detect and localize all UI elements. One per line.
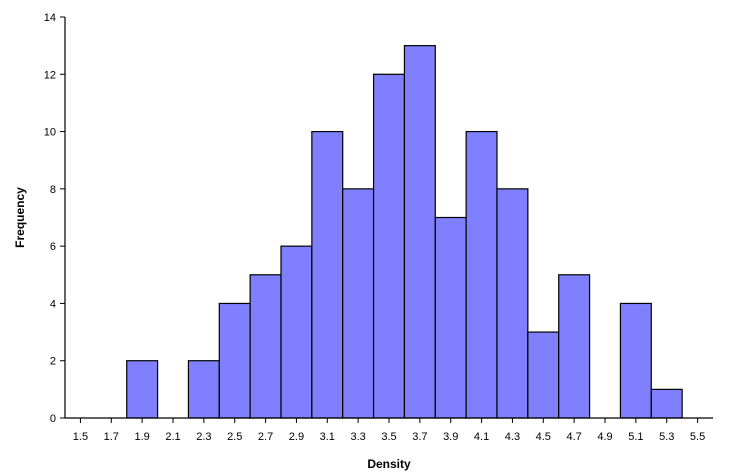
x-tick-label-10: 3.5 bbox=[381, 431, 396, 443]
y-tick-label-4: 8 bbox=[50, 184, 56, 196]
x-tick-label-4: 2.3 bbox=[196, 431, 211, 443]
y-tick-label-7: 14 bbox=[44, 12, 56, 24]
x-tick-label-11: 3.7 bbox=[412, 431, 427, 443]
histogram-bar-13 bbox=[558, 274, 591, 419]
x-tick-label-20: 5.5 bbox=[690, 431, 705, 443]
x-tick-label-15: 4.5 bbox=[536, 431, 551, 443]
bars-layer bbox=[126, 45, 683, 419]
histogram-bar-6 bbox=[342, 188, 375, 419]
histogram-bar-4 bbox=[280, 245, 313, 419]
histogram-bar-3 bbox=[249, 274, 282, 419]
histogram-bar-8 bbox=[403, 45, 436, 419]
histogram-bar-9 bbox=[434, 216, 467, 419]
histogram-bar-15 bbox=[650, 388, 683, 419]
histogram-bar-10 bbox=[465, 130, 498, 419]
x-tick-label-17: 4.9 bbox=[597, 431, 612, 443]
y-tick-label-1: 2 bbox=[50, 356, 56, 368]
x-tick-label-19: 5.3 bbox=[659, 431, 674, 443]
histogram-bar-0 bbox=[126, 360, 159, 419]
y-tick-label-6: 12 bbox=[44, 69, 56, 81]
histogram-bar-2 bbox=[218, 302, 251, 419]
histogram-bar-14 bbox=[619, 302, 652, 419]
x-axis-title: Density bbox=[367, 457, 411, 471]
x-tick-label-18: 5.1 bbox=[628, 431, 643, 443]
histogram-bar-11 bbox=[496, 188, 529, 419]
y-tick-label-2: 4 bbox=[50, 298, 56, 310]
histogram-bar-7 bbox=[372, 73, 406, 419]
x-tick-label-14: 4.3 bbox=[505, 431, 520, 443]
x-tick-label-7: 2.9 bbox=[289, 431, 304, 443]
x-tick-label-5: 2.5 bbox=[227, 431, 242, 443]
x-tick-label-12: 3.9 bbox=[443, 431, 458, 443]
x-tick-label-9: 3.3 bbox=[350, 431, 365, 443]
ticks-layer: 0 2 4 6 8 10 12 14 1.5 1.7 1.9 2.1 2.3 2.5 2.7 2.9 3.1 3.… bbox=[44, 12, 705, 443]
x-tick-label-3: 2.1 bbox=[165, 431, 180, 443]
x-tick-label-2: 1.9 bbox=[134, 431, 149, 443]
x-tick-label-0: 1.5 bbox=[73, 431, 88, 443]
histogram-bar-12 bbox=[527, 331, 560, 419]
x-tick-label-16: 4.7 bbox=[566, 431, 581, 443]
x-tick-label-1: 1.7 bbox=[104, 431, 119, 443]
x-tick-label-8: 3.1 bbox=[320, 431, 335, 443]
y-axis-title: Frequency bbox=[13, 187, 27, 248]
y-tick-label-5: 10 bbox=[44, 127, 56, 139]
y-tick-label-0: 0 bbox=[50, 413, 56, 425]
y-tick-label-3: 6 bbox=[50, 241, 56, 253]
x-tick-label-13: 4.1 bbox=[474, 431, 489, 443]
histogram-bar-1 bbox=[187, 360, 220, 419]
x-tick-label-6: 2.7 bbox=[258, 431, 273, 443]
histogram-bar-5 bbox=[311, 130, 344, 419]
